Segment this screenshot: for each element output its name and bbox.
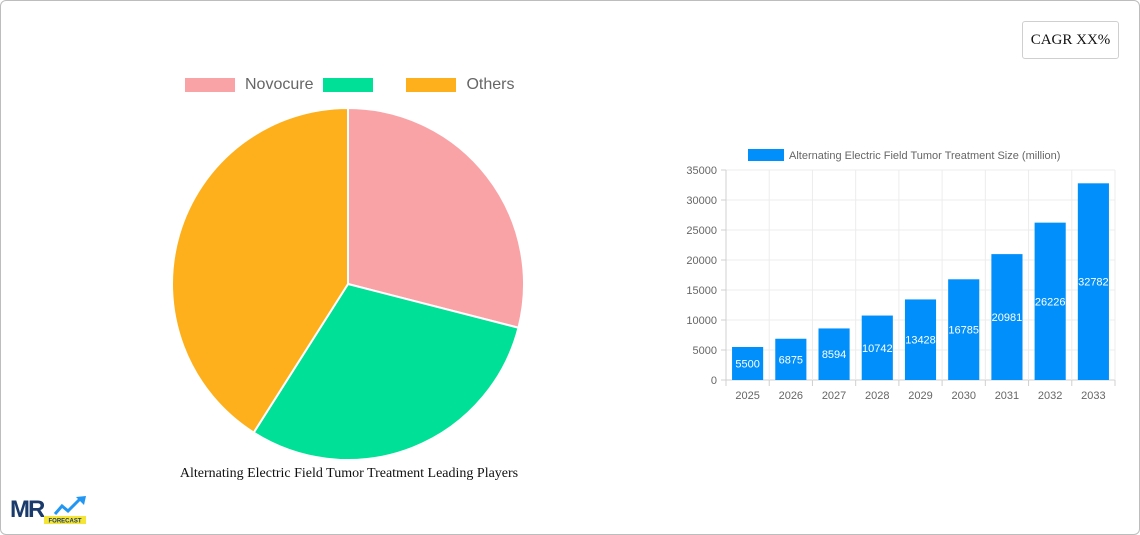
bar-value-label: 16785 [948,325,979,337]
logo-forecast-band [44,516,86,524]
pie-slices [171,106,525,461]
bar-legend-swatch [748,149,784,161]
bar-2025[interactable] [732,347,764,380]
arrow-head-icon [76,496,86,505]
pie-caption: Alternating Electric Field Tumor Treatme… [179,466,519,481]
trend-arrow-icon [53,497,82,515]
bar-2032[interactable] [1034,222,1066,380]
x-axis: 2025 2026 2027 2028 2029 2030 2031 2032 2033 [725,380,1116,402]
legend-swatch [406,78,457,92]
pie-slice-others[interactable] [171,106,349,434]
y-tick-label: 20000 [686,255,717,267]
y-tick-label: 35000 [686,165,717,177]
bar-2028[interactable] [861,315,893,380]
legend-swatch [185,78,235,92]
bar-value-label: 10742 [862,343,893,355]
legend-label: Others [466,76,515,93]
x-tick-label: 2030 [951,390,975,402]
bar-legend[interactable]: Alternating Electric Field Tumor Treatme… [748,149,1060,162]
y-tick-label: 15000 [686,285,717,297]
pie-legend-item-novocure[interactable]: Novocure [185,76,313,94]
legend-label: Novocure [245,76,314,93]
y-tick-label: 30000 [686,195,717,207]
bar-2033[interactable] [1077,183,1109,380]
bar-value-label: 20981 [992,312,1023,324]
cagr-badge: CAGR XX% [1022,21,1119,59]
x-tick-label: 2029 [908,390,932,402]
logo-forecast-text: FORECAST [49,519,82,525]
y-tick-label: 0 [711,375,717,387]
y-axis: 0 5000 10000 15000 20000 25000 30000 35000 [686,165,726,387]
bars: 5500 6875 8594 10742 13428 16785 20981 26226 327… [732,183,1109,380]
y-tick-label: 10000 [686,315,717,327]
pie-legend: Novocure Others [185,74,525,96]
bar-value-label: 5500 [735,359,759,371]
pie-slice-unnamed[interactable] [252,282,520,461]
y-tick-label: 5000 [693,345,717,357]
bar-value-label: 26226 [1035,296,1066,308]
bar-value-label: 32782 [1078,277,1109,289]
legend-swatch [323,78,374,92]
x-tick-label: 2031 [995,390,1019,402]
bar-2030[interactable] [948,279,980,380]
bar-value-label: 13428 [905,335,936,347]
bar-value-label: 8594 [822,349,846,361]
bar-2027[interactable] [818,328,850,380]
bar-value-label: 6875 [779,354,803,366]
x-tick-label: 2033 [1081,390,1105,402]
x-tick-label: 2026 [779,390,803,402]
logo-mr-text: MR [10,496,45,523]
y-tick-label: 25000 [686,225,717,237]
x-tick-label: 2027 [822,390,846,402]
x-tick-label: 2032 [1038,390,1062,402]
x-tick-label: 2028 [865,390,889,402]
bar-legend-label: Alternating Electric Field Tumor Treatme… [789,150,1060,162]
pie-legend-item-others[interactable]: Others [406,76,515,94]
pie-legend-item-unnamed[interactable] [323,78,383,92]
bar-2031[interactable] [991,254,1023,380]
pie-chart [171,106,525,461]
cagr-label: CAGR XX% [1030,31,1111,48]
x-tick-label: 2025 [735,390,759,402]
bar-2026[interactable] [775,338,807,380]
pie-slice-novocure[interactable] [347,106,525,329]
bar-2029[interactable] [904,299,937,380]
mr-forecast-logo[interactable]: MR FORECAST [10,494,90,526]
